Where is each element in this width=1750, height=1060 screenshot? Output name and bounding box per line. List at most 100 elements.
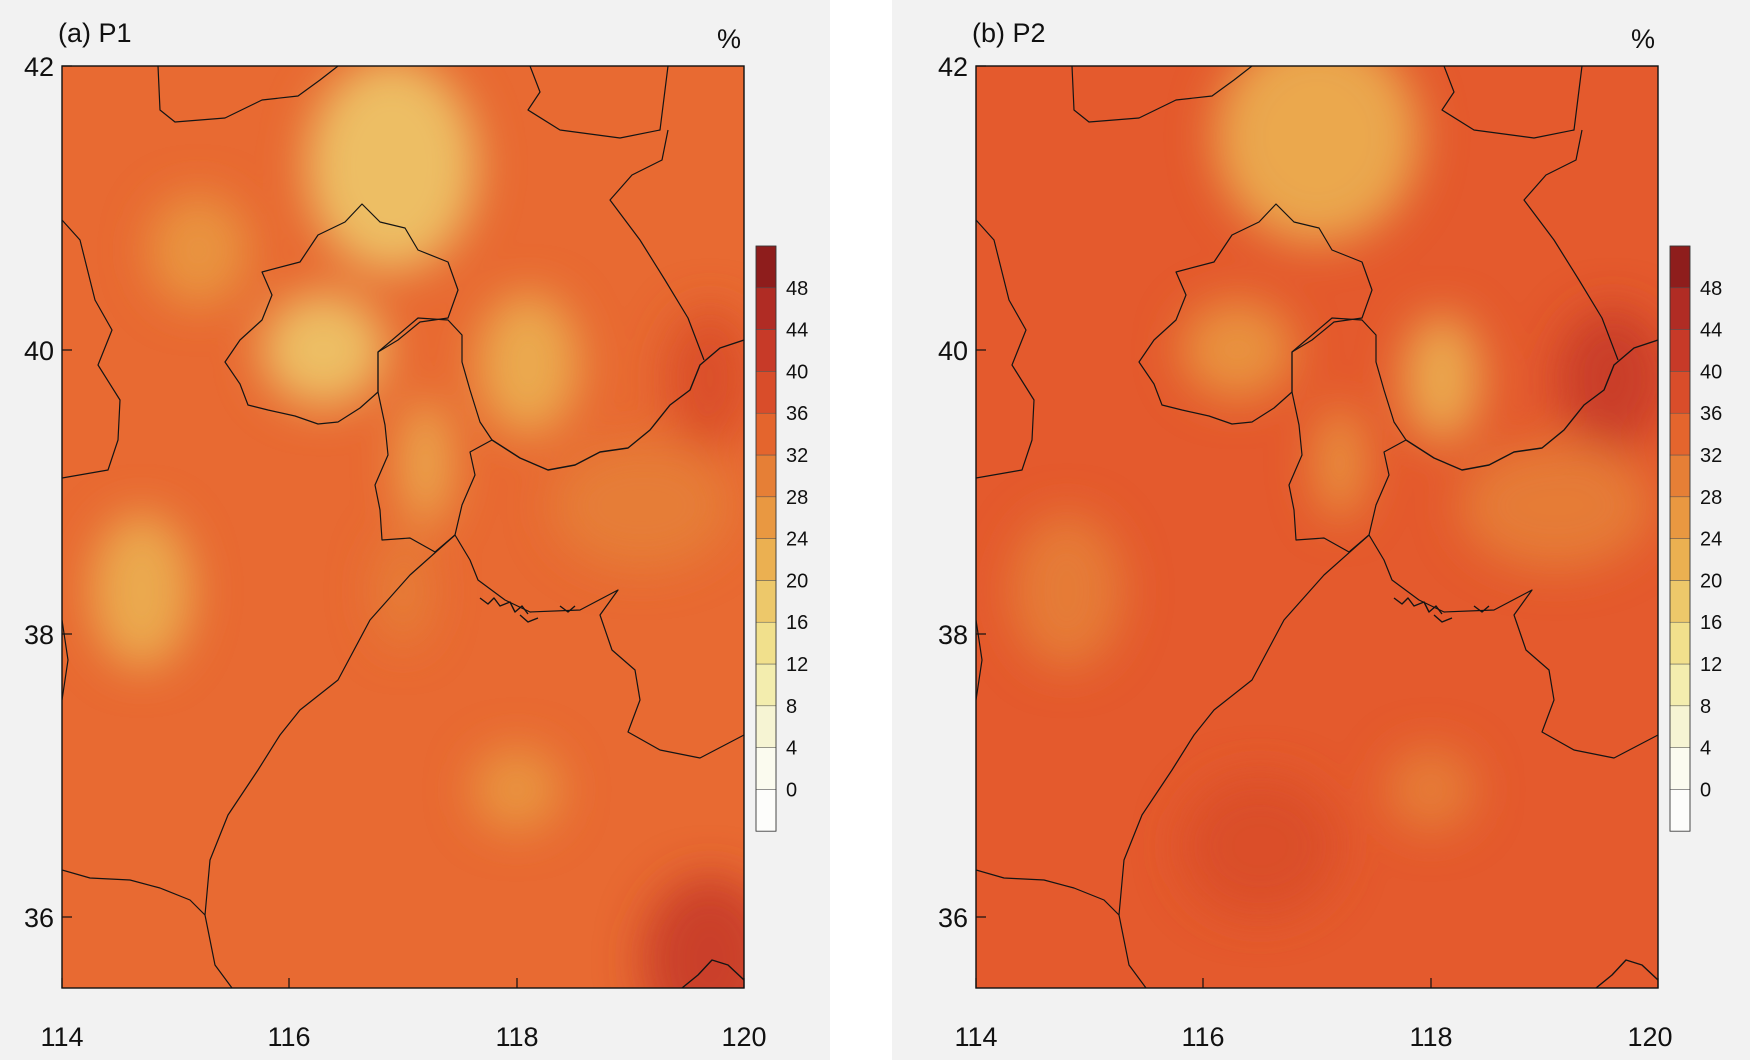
field-blob [1385,746,1477,832]
panel-a-y-axis: 42 40 38 36 [24,52,72,933]
field-blob [476,292,580,435]
colorbar-cell [755,371,777,414]
colorbar-cell [755,245,777,289]
colorbar-cell [1669,621,1691,665]
panel-b-province-borders [976,66,1658,988]
panel-b-frame [975,65,1659,989]
panel-a-border-north [157,66,705,361]
colorbar-label: 4 [1700,738,1711,760]
colorbar-label: 20 [786,570,808,592]
colorbar-cell [755,580,777,623]
field-blob [1314,406,1365,520]
colorbar-cell [1669,496,1691,539]
colorbar-label: 32 [1700,445,1722,467]
field-blob [1214,66,1420,244]
panel-b-border-hebei-shandong [1118,534,1658,988]
colorbar-label: 24 [786,529,808,551]
field-blob [147,193,250,308]
colorbar-label: 8 [786,696,797,718]
colorbar-cell [1669,789,1691,832]
colorbar-label: 4 [786,738,797,760]
panel-a-x-axis: 114 116 118 120 [40,978,767,1052]
colorbar-cell [755,747,777,790]
colorbar-cell [755,329,777,372]
colorbar-label: 40 [1700,361,1722,383]
panel-b-y-tick-label: 38 [938,620,968,650]
panel-b-bohai-islands [1393,597,1490,623]
field-blob [400,399,451,527]
colorbar-frame [1669,245,1691,832]
colorbar-cell [755,454,777,498]
colorbar-cell [1669,705,1691,748]
panel-a-y-tick-label: 38 [24,620,54,650]
panel-a-province-borders [62,66,744,988]
colorbar-cell [1669,412,1691,456]
panel-b-y-axis: 42 40 38 36 [938,52,986,933]
colorbar-label: 16 [786,612,808,634]
colorbar-cell [1669,245,1691,289]
panel-a-x-tick-label: 116 [267,1022,310,1052]
panel-a-bohai-islands [479,597,576,623]
colorbar-cell [1669,538,1691,581]
panel-b-x-tick-label: 120 [1627,1022,1672,1052]
colorbar-label: 28 [786,487,808,509]
colorbar-cell [1669,747,1691,790]
field-blob [260,292,386,407]
panel-a-x-tick-label: 118 [495,1022,538,1052]
colorbar-label: 44 [786,320,808,342]
panel-b-border-west [976,219,1120,916]
field-blob [641,874,744,988]
field-blob [306,66,477,272]
colorbar-cell [755,496,777,539]
panel-a-border-west [62,219,206,916]
colorbar-cell [755,412,777,456]
colorbar-cell [1669,329,1691,372]
field-blob [374,534,432,648]
panel-b-border-north [1071,66,1619,361]
panel-b-x-axis: 114 116 118 120 [954,978,1673,1052]
colorbar-cell [755,705,777,748]
field-blob [90,512,193,669]
field-blob [1010,512,1124,669]
colorbar-label: 20 [1700,570,1722,592]
panel-a-map [62,66,744,988]
colorbar-label: 36 [786,403,808,425]
panel-a-coastline [491,339,744,988]
colorbar-label: 8 [1700,696,1711,718]
panel-b-map [976,66,1658,988]
colorbar-cell [755,663,777,707]
colorbar-cell [1669,371,1691,414]
panel-b-y-tick-label: 42 [938,52,968,82]
panel-b-coastline [1405,339,1658,988]
colorbar-cell [755,287,777,330]
panel-b: (b) P2 % 42 40 38 36 [892,0,1750,1060]
colorbar-cell [1669,287,1691,330]
panel-a-title: (a) P1 [58,18,132,48]
field-blob [1459,441,1653,570]
panel-b-field-blobs [1010,66,1658,918]
colorbar-label: 44 [1700,320,1722,342]
panel-a-border-hebei-shandong [204,534,744,988]
colorbar-label: 12 [786,654,808,676]
panel-b-y-tick-label: 36 [938,903,968,933]
field-blob [1180,775,1340,918]
colorbar-frame [755,245,777,832]
panel-b-unit-label: % [1631,24,1655,54]
field-blob [664,307,744,449]
colorbar-cell [1669,663,1691,707]
panel-a-x-tick-label: 114 [40,1022,83,1052]
colorbar-label: 40 [786,361,808,383]
field-blob [1402,314,1482,442]
panel-a-y-tick-label: 42 [24,52,54,82]
colorbar-cell [755,789,777,832]
panel-b-y-tick-label: 40 [938,336,968,366]
colorbar-label: 0 [786,779,797,801]
panel-a: (a) P1 % 42 40 38 36 [0,0,830,1060]
field-blob [550,441,733,570]
panel-a-field-blobs [90,66,744,988]
colorbar-label: 16 [1700,612,1722,634]
colorbar-label: 12 [1700,654,1722,676]
colorbar-label: 48 [786,278,808,300]
